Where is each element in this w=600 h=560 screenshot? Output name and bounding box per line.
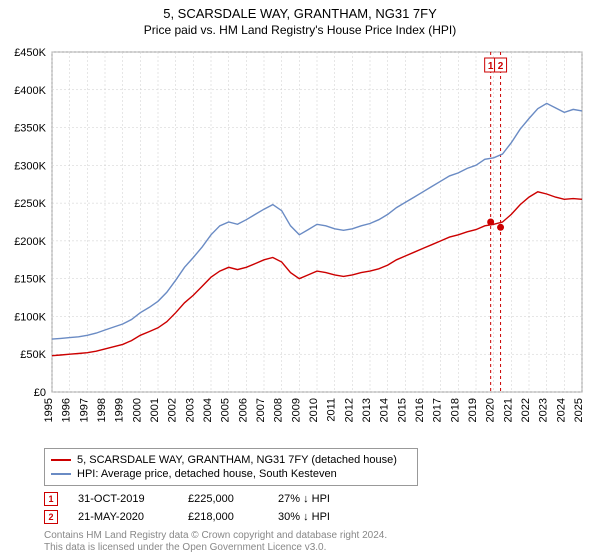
legend-swatch — [51, 459, 71, 461]
svg-text:2011: 2011 — [326, 398, 338, 422]
svg-text:£150K: £150K — [14, 274, 46, 286]
transaction-row: 1 31-OCT-2019 £225,000 27% ↓ HPI — [44, 490, 330, 508]
legend-row: HPI: Average price, detached house, Sout… — [51, 467, 411, 481]
svg-text:2003: 2003 — [184, 398, 196, 422]
legend-swatch — [51, 473, 71, 475]
marker-icon: 2 — [44, 510, 58, 524]
svg-text:2018: 2018 — [449, 398, 461, 422]
svg-text:2024: 2024 — [555, 398, 567, 422]
svg-text:2012: 2012 — [343, 398, 355, 422]
svg-text:£0: £0 — [34, 387, 46, 399]
svg-text:2009: 2009 — [290, 398, 302, 422]
chart-svg: £0 £50K £100K £150K £200K £250K £300K £350K £400… — [0, 44, 600, 444]
legend: 5, SCARSDALE WAY, GRANTHAM, NG31 7FY (de… — [44, 448, 418, 486]
chart-container: 5, SCARSDALE WAY, GRANTHAM, NG31 7FY Pri… — [0, 0, 600, 560]
svg-text:1999: 1999 — [114, 398, 126, 422]
svg-text:£50K: £50K — [20, 349, 46, 361]
transaction-row: 2 21-MAY-2020 £218,000 30% ↓ HPI — [44, 508, 330, 526]
svg-text:2: 2 — [498, 61, 504, 72]
legend-label: HPI: Average price, detached house, Sout… — [77, 468, 337, 480]
svg-text:2001: 2001 — [149, 398, 161, 422]
svg-text:2025: 2025 — [573, 398, 585, 422]
svg-text:2000: 2000 — [131, 398, 143, 422]
svg-text:2022: 2022 — [520, 398, 532, 422]
svg-text:£350K: £350K — [14, 123, 46, 135]
svg-text:2005: 2005 — [220, 398, 232, 422]
svg-text:2010: 2010 — [308, 398, 320, 422]
svg-text:2017: 2017 — [432, 398, 444, 422]
transaction-table: 1 31-OCT-2019 £225,000 27% ↓ HPI 2 21-MA… — [44, 490, 330, 526]
svg-text:1998: 1998 — [96, 398, 108, 422]
svg-text:1: 1 — [488, 61, 494, 72]
svg-text:2023: 2023 — [538, 398, 550, 422]
svg-text:2008: 2008 — [273, 398, 285, 422]
svg-text:£450K: £450K — [14, 47, 46, 59]
svg-text:2019: 2019 — [467, 398, 479, 422]
svg-text:1995: 1995 — [43, 398, 55, 422]
svg-text:2015: 2015 — [396, 398, 408, 422]
transaction-date: 21-MAY-2020 — [78, 511, 168, 523]
svg-text:2016: 2016 — [414, 398, 426, 422]
chart-subtitle: Price paid vs. HM Land Registry's House … — [0, 21, 600, 37]
svg-text:2007: 2007 — [255, 398, 267, 422]
svg-text:2002: 2002 — [167, 398, 179, 422]
svg-text:1996: 1996 — [61, 398, 73, 422]
svg-text:2013: 2013 — [361, 398, 373, 422]
svg-text:£200K: £200K — [14, 236, 46, 248]
svg-text:£300K: £300K — [14, 160, 46, 172]
marker-icon: 1 — [44, 492, 58, 506]
svg-text:£400K: £400K — [14, 85, 46, 97]
svg-text:£100K: £100K — [14, 311, 46, 323]
svg-text:£250K: £250K — [14, 198, 46, 210]
svg-text:2014: 2014 — [379, 398, 391, 422]
transaction-date: 31-OCT-2019 — [78, 493, 168, 505]
transaction-price: £225,000 — [188, 493, 258, 505]
svg-text:2021: 2021 — [502, 398, 514, 422]
svg-text:2004: 2004 — [202, 398, 214, 422]
transaction-price: £218,000 — [188, 511, 258, 523]
transaction-delta: 30% ↓ HPI — [278, 511, 330, 523]
svg-text:2006: 2006 — [237, 398, 249, 422]
chart-plot: £0 £50K £100K £150K £200K £250K £300K £350K £400… — [0, 44, 600, 444]
chart-title: 5, SCARSDALE WAY, GRANTHAM, NG31 7FY — [0, 0, 600, 21]
svg-text:1997: 1997 — [78, 398, 90, 422]
svg-text:2020: 2020 — [485, 398, 497, 422]
legend-label: 5, SCARSDALE WAY, GRANTHAM, NG31 7FY (de… — [77, 454, 397, 466]
footer-attribution: Contains HM Land Registry data © Crown c… — [44, 530, 387, 554]
transaction-delta: 27% ↓ HPI — [278, 493, 330, 505]
legend-row: 5, SCARSDALE WAY, GRANTHAM, NG31 7FY (de… — [51, 453, 411, 467]
